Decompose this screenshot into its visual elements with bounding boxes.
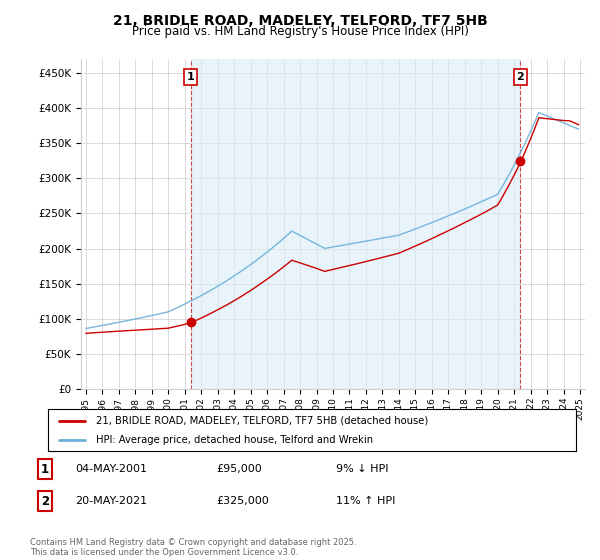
Text: £95,000: £95,000 bbox=[216, 464, 262, 474]
Text: 20-MAY-2021: 20-MAY-2021 bbox=[75, 496, 147, 506]
Text: HPI: Average price, detached house, Telford and Wrekin: HPI: Average price, detached house, Telf… bbox=[95, 435, 373, 445]
Text: 04-MAY-2001: 04-MAY-2001 bbox=[75, 464, 147, 474]
Text: 1: 1 bbox=[41, 463, 49, 476]
Text: 1: 1 bbox=[187, 72, 194, 82]
Text: 21, BRIDLE ROAD, MADELEY, TELFORD, TF7 5HB: 21, BRIDLE ROAD, MADELEY, TELFORD, TF7 5… bbox=[113, 14, 487, 28]
Text: 9% ↓ HPI: 9% ↓ HPI bbox=[336, 464, 389, 474]
Text: 11% ↑ HPI: 11% ↑ HPI bbox=[336, 496, 395, 506]
Text: £325,000: £325,000 bbox=[216, 496, 269, 506]
Bar bbox=[191, 59, 520, 389]
Text: Contains HM Land Registry data © Crown copyright and database right 2025.
This d: Contains HM Land Registry data © Crown c… bbox=[30, 538, 356, 557]
Text: 2: 2 bbox=[517, 72, 524, 82]
Text: 2: 2 bbox=[41, 494, 49, 508]
Text: Price paid vs. HM Land Registry's House Price Index (HPI): Price paid vs. HM Land Registry's House … bbox=[131, 25, 469, 38]
Text: 21, BRIDLE ROAD, MADELEY, TELFORD, TF7 5HB (detached house): 21, BRIDLE ROAD, MADELEY, TELFORD, TF7 5… bbox=[95, 416, 428, 426]
